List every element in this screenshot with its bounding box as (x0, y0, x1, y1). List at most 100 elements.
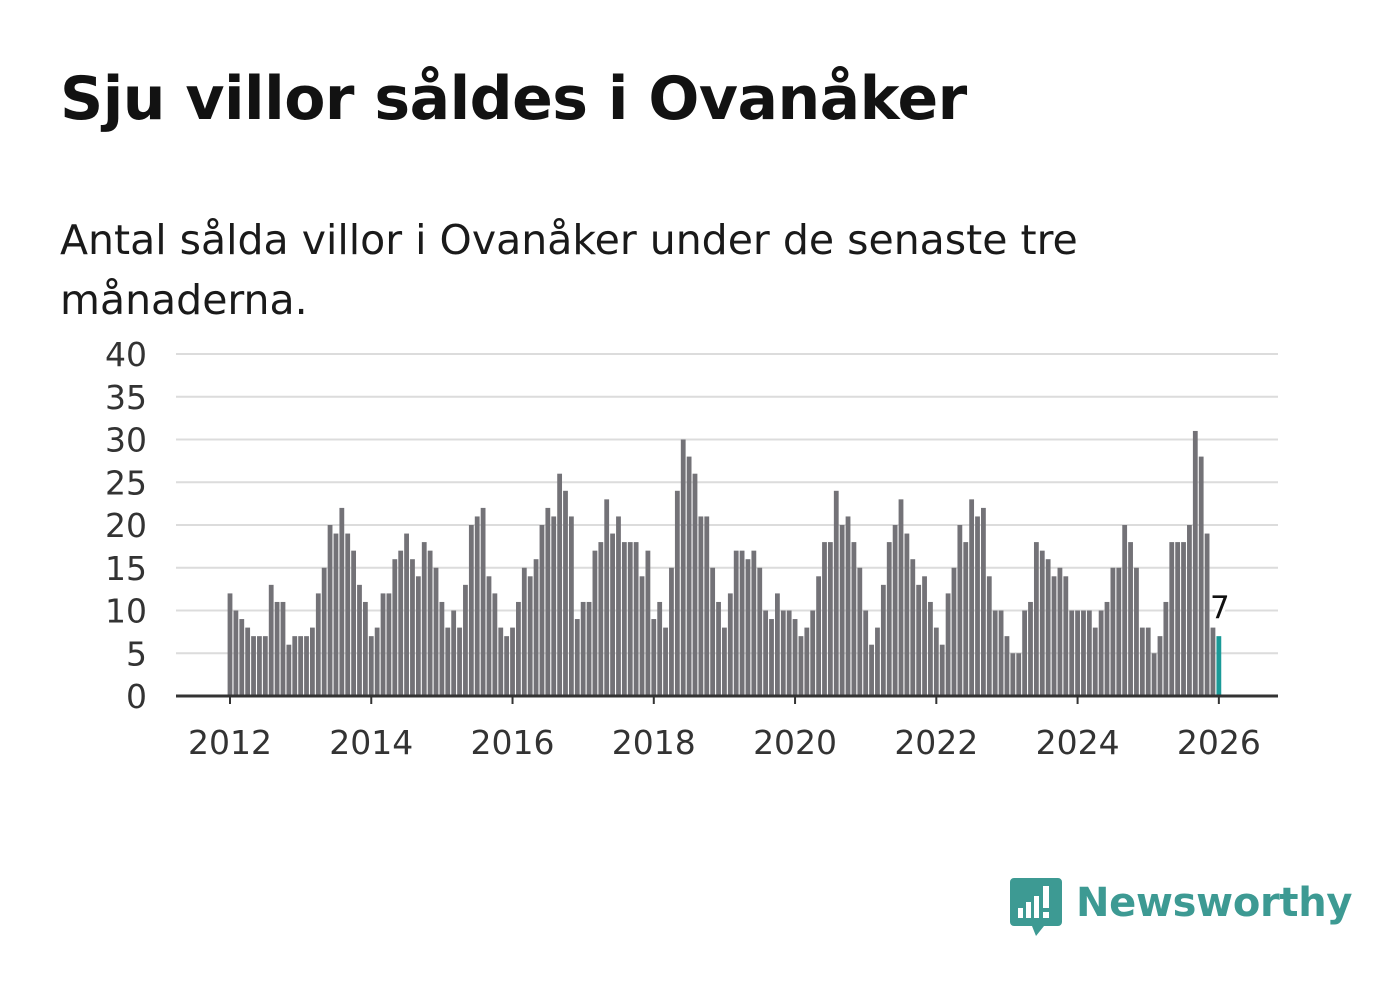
bar (698, 516, 704, 696)
bar (1187, 525, 1192, 696)
bar (804, 627, 810, 696)
bar (692, 473, 698, 696)
bar (822, 542, 827, 696)
bar (586, 601, 592, 696)
y-tick-label: 0 (126, 677, 147, 716)
bar (957, 525, 963, 696)
bar (633, 542, 639, 696)
bar (845, 516, 851, 696)
bar (486, 576, 492, 696)
bar (992, 610, 998, 696)
bar (1033, 542, 1039, 696)
bar (651, 619, 657, 696)
bar (1116, 567, 1122, 696)
bar (1004, 636, 1010, 696)
bar (1098, 610, 1104, 696)
bar (733, 550, 739, 696)
x-tick-label: 2014 (329, 723, 413, 762)
bar (257, 636, 262, 696)
bar (916, 584, 922, 696)
bar (1204, 533, 1210, 696)
bar (516, 601, 521, 696)
bar (727, 593, 733, 696)
y-tick-label: 40 (105, 335, 147, 374)
bar (1104, 601, 1110, 696)
bar (1169, 542, 1175, 696)
bar (368, 636, 374, 696)
bar (775, 593, 780, 696)
bar (910, 559, 916, 696)
bar (963, 542, 969, 696)
y-tick-label: 35 (105, 378, 147, 417)
bar (1063, 576, 1069, 696)
bar (304, 636, 309, 696)
bar (1110, 567, 1116, 696)
bar (298, 636, 304, 696)
bar (763, 610, 769, 696)
x-tick-label: 2024 (1036, 723, 1120, 762)
bar (810, 610, 816, 696)
bar-highlight (1216, 636, 1222, 696)
bar (751, 550, 757, 696)
bar (474, 516, 480, 696)
bar (798, 636, 804, 696)
bar (863, 610, 869, 696)
bar (922, 576, 927, 696)
bar (769, 619, 774, 696)
bar (1175, 542, 1181, 696)
bar (262, 636, 268, 696)
bar (351, 550, 357, 696)
bar (498, 627, 504, 696)
bar (468, 525, 474, 696)
x-tick-label: 2018 (612, 723, 696, 762)
bar (686, 456, 692, 696)
bar (404, 533, 409, 696)
bar (1157, 636, 1163, 696)
bar (433, 567, 439, 696)
newsworthy-logo-icon (1010, 878, 1062, 936)
bar (551, 516, 557, 696)
bar (1028, 601, 1033, 696)
bar (410, 559, 415, 696)
highlight-value-label: 7 (1210, 590, 1230, 626)
bar (739, 550, 745, 696)
bar (975, 516, 980, 696)
bar (669, 567, 674, 696)
bar (1139, 627, 1145, 696)
bar (463, 584, 468, 696)
x-tick-label: 2020 (753, 723, 837, 762)
bar (251, 636, 256, 696)
bar (780, 610, 786, 696)
bar (816, 576, 821, 696)
bar (710, 567, 716, 696)
brand-name: Newsworthy (1076, 880, 1353, 926)
bar (716, 601, 721, 696)
bar (1039, 550, 1045, 696)
bar (1145, 627, 1151, 696)
bar (445, 627, 451, 696)
x-tick-label: 2016 (471, 723, 555, 762)
bar (1086, 610, 1092, 696)
bar (786, 610, 792, 696)
annotations: 7 (1207, 587, 1233, 629)
bar (869, 644, 874, 696)
bar (645, 550, 651, 696)
bar (557, 473, 563, 696)
bar (1051, 576, 1057, 696)
bar (1069, 610, 1075, 696)
bar (1057, 567, 1063, 696)
bar (339, 507, 345, 696)
bar (880, 584, 886, 696)
bar (1010, 653, 1016, 696)
bar (1016, 653, 1022, 696)
bar (1081, 610, 1086, 696)
y-tick-label: 20 (105, 506, 147, 545)
bar (563, 490, 568, 696)
bar (998, 610, 1004, 696)
bar (610, 533, 615, 696)
bar (398, 550, 404, 696)
bar (239, 619, 245, 696)
bar (1134, 567, 1139, 696)
bar (292, 636, 298, 696)
